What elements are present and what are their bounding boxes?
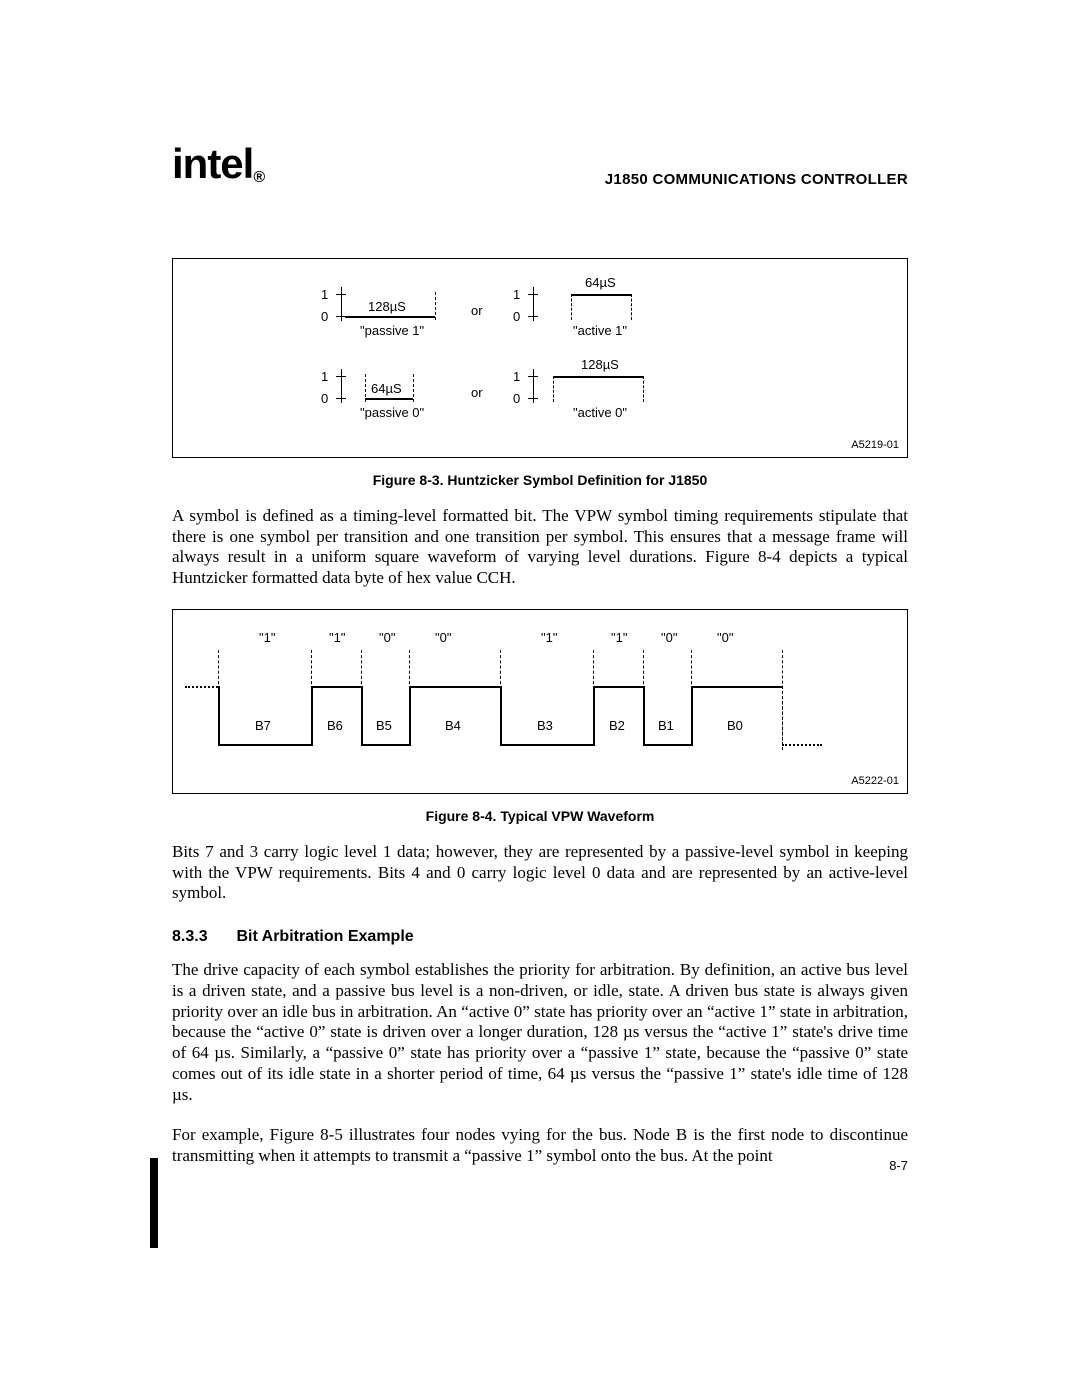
- y-tick-1: 1: [513, 287, 520, 302]
- or-label: or: [471, 385, 483, 400]
- bit-label: B7: [255, 718, 271, 733]
- y-tick-1: 1: [513, 369, 520, 384]
- y-tick-1: 1: [321, 369, 328, 384]
- wf: [782, 686, 783, 746]
- wf: [311, 686, 361, 688]
- figure-8-3: 1 0 128µS "passive 1" or 1 0 64µS "activ…: [172, 258, 908, 458]
- waveform-line: [571, 294, 631, 296]
- dash: [631, 294, 632, 320]
- waveform-line: [553, 376, 643, 378]
- symbol-label: "passive 1": [360, 323, 424, 338]
- wf: [409, 686, 411, 746]
- y-tick-0: 0: [321, 309, 328, 324]
- waveform-dots: [185, 686, 218, 688]
- tick: [336, 294, 346, 295]
- bit-value: "1": [259, 630, 275, 645]
- page-header: intel® J1850 COMMUNICATIONS CONTROLLER: [172, 140, 908, 188]
- wf: [361, 744, 409, 746]
- paragraph-4: For example, Figure 8-5 illustrates four…: [172, 1125, 908, 1166]
- waveform-line: [365, 398, 413, 400]
- wf: [643, 744, 691, 746]
- dash: [571, 294, 572, 320]
- paragraph-2: Bits 7 and 3 carry logic level 1 data; h…: [172, 842, 908, 904]
- y-tick-1: 1: [321, 287, 328, 302]
- tick: [336, 376, 346, 377]
- tick: [528, 376, 538, 377]
- document-title: J1850 COMMUNICATIONS CONTROLLER: [605, 171, 908, 188]
- bit-label: B6: [327, 718, 343, 733]
- page-number: 8-7: [889, 1158, 908, 1173]
- figure-8-4: "1" "1" "0" "0" "1" "1" "0" "0": [172, 609, 908, 794]
- bit-label: B5: [376, 718, 392, 733]
- bit-value: "0": [379, 630, 395, 645]
- bit-value: "1": [611, 630, 627, 645]
- tick: [528, 398, 538, 399]
- dash: [413, 374, 414, 402]
- wf: [361, 686, 363, 746]
- or-label: or: [471, 303, 483, 318]
- wf: [409, 686, 500, 688]
- bit-label: B4: [445, 718, 461, 733]
- section-heading: 8.3.3 Bit Arbitration Example: [172, 928, 908, 946]
- time-label: 64µS: [585, 275, 616, 290]
- wf: [500, 686, 502, 746]
- symbol-label: "passive 0": [360, 405, 424, 420]
- logo-text: intel: [172, 140, 253, 187]
- y-tick-0: 0: [321, 391, 328, 406]
- y-tick-0: 0: [513, 309, 520, 324]
- y-tick-0: 0: [513, 391, 520, 406]
- section-title: Bit Arbitration Example: [236, 928, 413, 945]
- bit-label: B2: [609, 718, 625, 733]
- symbol-label: "active 0": [573, 405, 627, 420]
- bit-label: B3: [537, 718, 553, 733]
- wf: [218, 686, 220, 746]
- waveform-line: [345, 316, 435, 318]
- time-label: 128µS: [581, 357, 619, 372]
- wf: [500, 744, 593, 746]
- time-label: 64µS: [371, 381, 402, 396]
- wf: [643, 686, 645, 746]
- wf: [218, 744, 311, 746]
- bit-value: "0": [661, 630, 677, 645]
- waveform-dots: [782, 744, 822, 746]
- bit-value: "0": [435, 630, 451, 645]
- bit-value: "1": [541, 630, 557, 645]
- change-bar: [150, 1158, 158, 1248]
- intel-logo: intel®: [172, 140, 264, 188]
- figure-8-4-caption: Figure 8-4. Typical VPW Waveform: [172, 808, 908, 824]
- bit-value: "0": [717, 630, 733, 645]
- figure-id: A5219-01: [851, 439, 899, 451]
- logo-registered: ®: [253, 169, 264, 186]
- dash: [553, 376, 554, 402]
- dash: [435, 292, 436, 320]
- section-number: 8.3.3: [172, 928, 232, 946]
- bit-label: B0: [727, 718, 743, 733]
- dash: [643, 376, 644, 402]
- paragraph-3: The drive capacity of each symbol establ…: [172, 960, 908, 1105]
- tick: [336, 398, 346, 399]
- tick: [528, 316, 538, 317]
- figure-id: A5222-01: [851, 775, 899, 787]
- time-label: 128µS: [368, 299, 406, 314]
- bit-value: "1": [329, 630, 345, 645]
- figure-8-3-caption: Figure 8-3. Huntzicker Symbol Definition…: [172, 472, 908, 488]
- dash: [365, 374, 366, 402]
- symbol-label: "active 1": [573, 323, 627, 338]
- wf: [691, 686, 782, 688]
- bit-label: B1: [658, 718, 674, 733]
- page: intel® J1850 COMMUNICATIONS CONTROLLER 1…: [172, 140, 908, 1187]
- wf: [311, 686, 313, 746]
- wf: [593, 686, 643, 688]
- paragraph-1: A symbol is defined as a timing-level fo…: [172, 506, 908, 589]
- wf: [593, 686, 595, 746]
- tick: [528, 294, 538, 295]
- wf: [691, 686, 693, 746]
